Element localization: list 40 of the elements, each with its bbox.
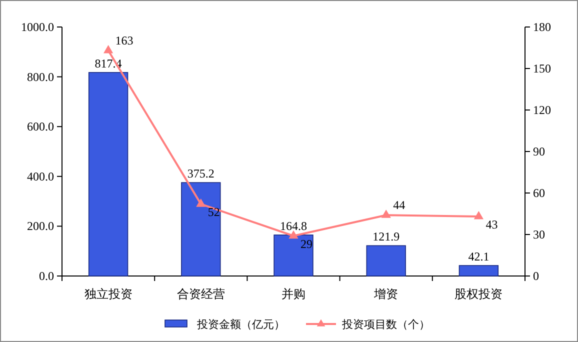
y-tick-label: 1000.0 — [21, 20, 54, 34]
legend-label: 投资项目数（个） — [341, 319, 430, 331]
data-label: 375.2 — [187, 166, 214, 181]
y-tick-label: 0.0 — [39, 269, 54, 283]
bar — [458, 265, 499, 276]
y-tick-label: 200.0 — [27, 219, 54, 234]
data-label: 42.1 — [468, 250, 490, 264]
y2-tick-label: 180 — [533, 20, 551, 34]
y-tick-label: 800.0 — [27, 70, 54, 84]
data-label: 43 — [486, 218, 498, 232]
x-tick-label: 并购 — [282, 287, 306, 301]
data-label: 44 — [393, 198, 406, 212]
data-label: 121.9 — [372, 230, 400, 244]
y-tick-label: 600.0 — [27, 120, 54, 134]
data-label: 52 — [208, 205, 220, 220]
point — [381, 210, 391, 218]
point — [103, 44, 114, 54]
y2-tick-label: 0 — [533, 269, 539, 283]
data-label: 817.4 — [94, 56, 122, 70]
x-tick-label: 股权投资 — [454, 287, 503, 301]
x-tick-label: 合资经营 — [176, 287, 225, 301]
y2-tick-label: 60 — [533, 186, 545, 200]
legend-label: 投资金额（亿元） — [196, 318, 285, 331]
y2-tick-label: 90 — [533, 144, 545, 158]
point — [196, 198, 206, 207]
bar — [88, 72, 128, 276]
bar — [181, 182, 221, 276]
x-tick-label: 增资 — [373, 287, 398, 301]
data-label: 29 — [300, 236, 312, 251]
point — [474, 210, 484, 220]
point — [288, 230, 298, 239]
y-tick-label: 400.0 — [27, 169, 54, 184]
data-label: 163 — [115, 34, 134, 48]
data-label: 164.8 — [280, 218, 307, 233]
y2-tick-label: 120 — [533, 103, 551, 117]
bar — [366, 245, 406, 276]
x-tick-label: 独立投资 — [84, 287, 132, 301]
y2-tick-label: 150 — [533, 62, 551, 76]
y2-tick-label: 30 — [533, 228, 545, 242]
bar — [274, 234, 314, 276]
